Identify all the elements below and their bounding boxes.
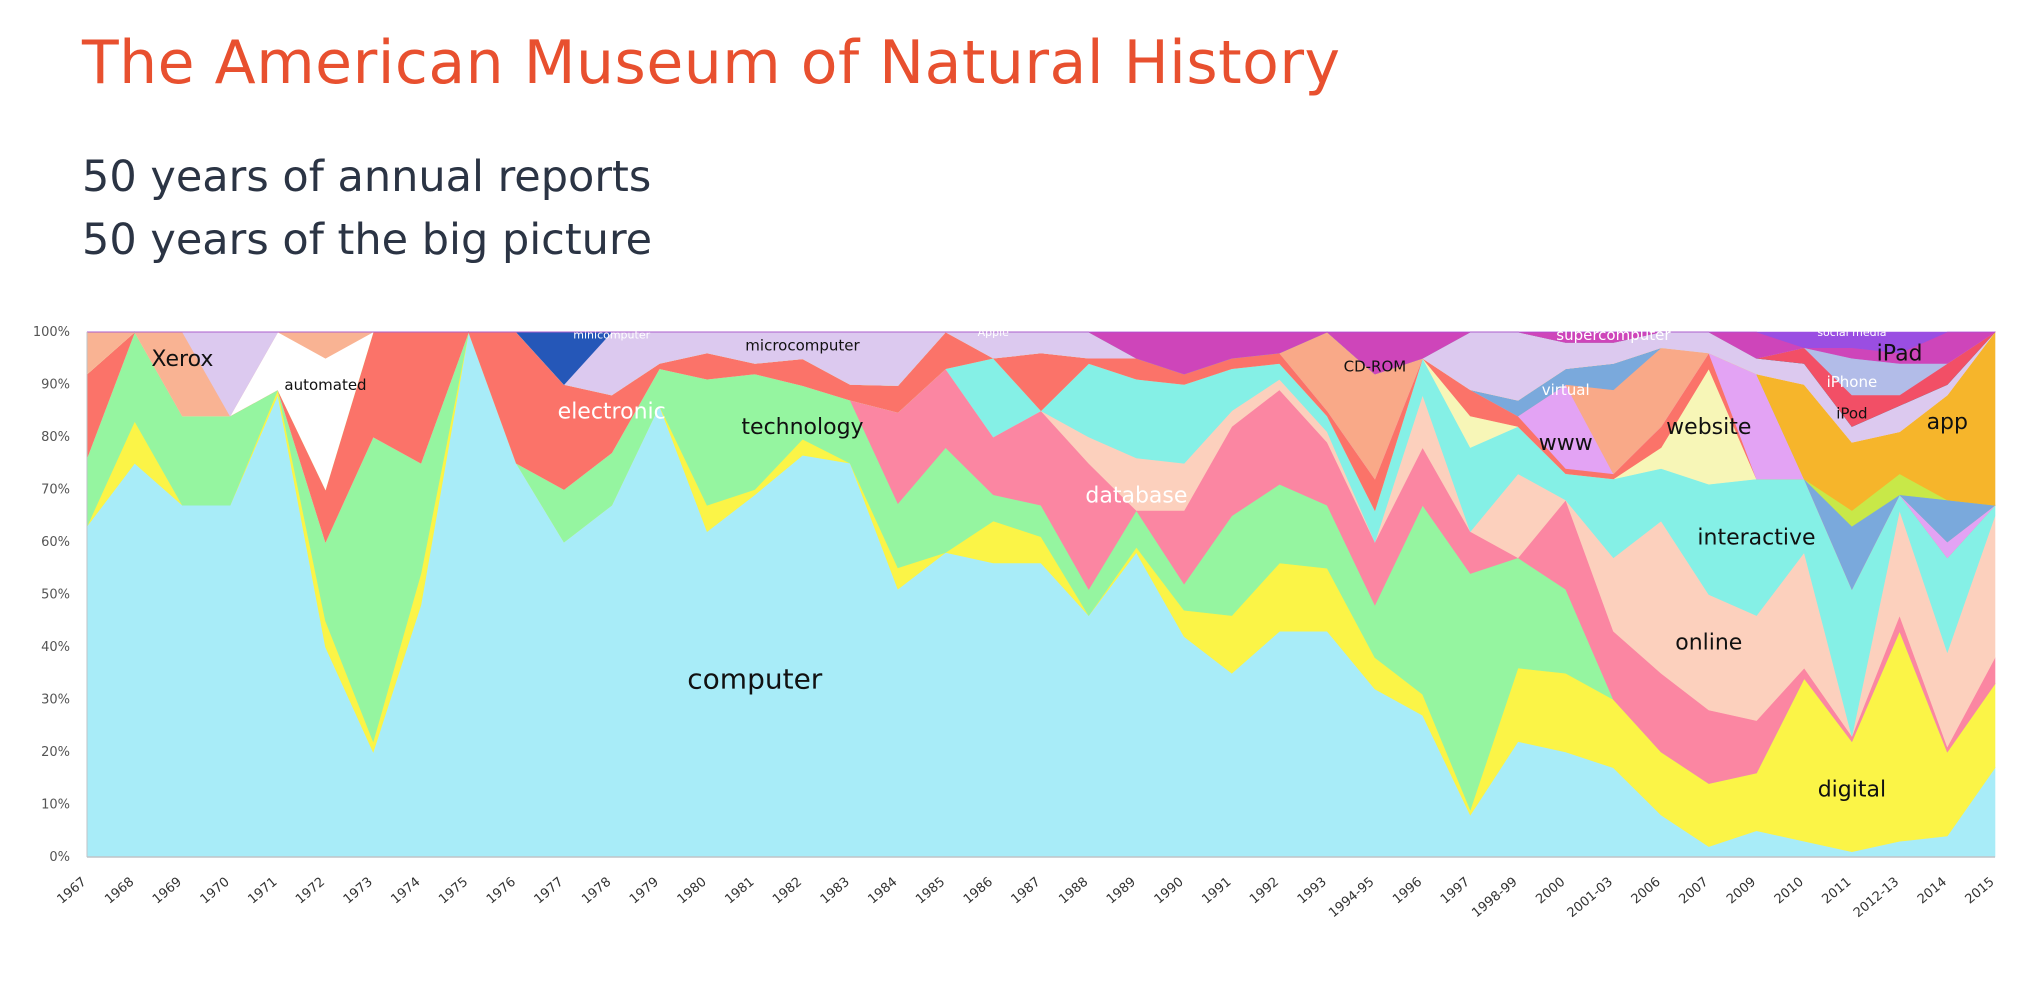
x-tick-label: 1976 xyxy=(484,875,519,908)
x-tick-label: 1971 xyxy=(245,875,280,908)
x-tick-label: 1996 xyxy=(1390,875,1425,908)
x-tick-label: 1993 xyxy=(1295,875,1330,908)
chart-areas xyxy=(86,330,1996,858)
x-tick-label: 2006 xyxy=(1629,875,1664,908)
x-tick-label: 2000 xyxy=(1533,875,1568,908)
x-axis: 1967 1968 1969 1970 1971 1972 1973 1974 1975 1976… xyxy=(55,856,1998,921)
subtitle-line-2: 50 years of the big picture xyxy=(82,215,653,265)
annotation-virtual: virtual xyxy=(1542,381,1590,399)
annotation-social-media: social media xyxy=(1817,326,1886,339)
y-tick-label: 80% xyxy=(41,430,70,445)
x-tick-label: 1983 xyxy=(818,875,853,908)
y-tick-label: 20% xyxy=(41,745,70,760)
x-tick-label: 1979 xyxy=(627,875,662,908)
x-tick-label: 1972 xyxy=(293,875,328,908)
x-tick-label: 1968 xyxy=(102,875,137,908)
x-tick-label: 2007 xyxy=(1676,875,1711,908)
chart-annotations: Xerox automated minicomputer electronic tech… xyxy=(151,326,1968,803)
area-series-social-media xyxy=(87,331,1995,354)
x-tick-label: 1985 xyxy=(913,875,948,908)
x-tick-label: 2010 xyxy=(1772,875,1807,908)
annotation-online: online xyxy=(1675,630,1742,655)
annotation-iphone: iPhone xyxy=(1827,373,1878,391)
x-tick-label: 1970 xyxy=(198,875,233,908)
annotation-automated: automated xyxy=(284,376,366,394)
x-tick-label: 1988 xyxy=(1056,875,1091,908)
x-tick-label: 2012-13 xyxy=(1851,875,1902,921)
x-tick-label: 1977 xyxy=(532,875,567,908)
x-tick-label: 2009 xyxy=(1724,875,1759,908)
x-tick-label: 1978 xyxy=(579,875,614,908)
annotation-supercomputer: supercomputer xyxy=(1556,326,1671,344)
annotation-www: www xyxy=(1539,431,1593,456)
x-tick-label: 1987 xyxy=(1009,875,1044,908)
x-tick-label: 1981 xyxy=(722,875,757,908)
y-tick-label: 10% xyxy=(41,798,70,813)
annotation-minicomputer: minicomputer xyxy=(573,328,650,341)
annotation-ipod: iPod xyxy=(1836,405,1867,423)
x-tick-label: 1994-95 xyxy=(1326,875,1377,921)
annotation-interactive: interactive xyxy=(1697,525,1815,550)
x-tick-label: 1989 xyxy=(1104,875,1139,908)
annotation-database: database xyxy=(1085,483,1187,508)
x-tick-label: 1997 xyxy=(1438,875,1473,908)
y-tick-label: 0% xyxy=(49,850,70,865)
x-tick-label: 1991 xyxy=(1199,875,1234,908)
y-tick-label: 60% xyxy=(41,535,70,550)
subtitle-line-1: 50 years of annual reports xyxy=(82,152,652,202)
x-tick-label: 2001-03 xyxy=(1565,875,1616,921)
y-tick-label: 40% xyxy=(41,640,70,655)
x-tick-label: 2011 xyxy=(1819,875,1854,908)
x-tick-label: 1967 xyxy=(55,875,90,908)
x-tick-label: 1998-99 xyxy=(1469,875,1520,921)
annotation-microcomputer: microcomputer xyxy=(745,336,860,354)
y-tick-label: 90% xyxy=(41,378,70,393)
x-tick-label: 1975 xyxy=(436,875,471,908)
x-tick-label: 1980 xyxy=(675,875,710,908)
y-tick-label: 50% xyxy=(41,588,70,603)
annotation-ipad: iPad xyxy=(1877,342,1923,367)
x-tick-label: 1992 xyxy=(1247,875,1282,908)
x-tick-label: 1986 xyxy=(961,875,996,908)
x-tick-label: 1982 xyxy=(770,875,805,908)
x-tick-label: 1990 xyxy=(1152,875,1187,908)
x-tick-label: 2015 xyxy=(1963,875,1998,908)
y-tick-label: 100% xyxy=(33,325,70,340)
x-tick-label: 1974 xyxy=(388,875,423,908)
annotation-website: website xyxy=(1666,415,1751,440)
x-tick-label: 2014 xyxy=(1915,875,1950,908)
annotation-computer: computer xyxy=(687,662,823,695)
y-tick-label: 70% xyxy=(41,483,70,498)
annotation-cd-rom: CD-ROM xyxy=(1344,357,1407,375)
annotation-technology: technology xyxy=(741,415,863,440)
x-tick-label: 1973 xyxy=(341,875,376,908)
page-title: The American Museum of Natural History xyxy=(82,28,1341,98)
annotation-xerox: Xerox xyxy=(151,347,213,372)
x-tick-label: 1984 xyxy=(865,875,900,908)
x-tick-label: 1969 xyxy=(150,875,185,908)
stacked-area-chart: 0%10%20%30%40%50%60%70%80%90%100% 1967 19… xyxy=(33,325,1998,921)
annotation-app: app xyxy=(1927,410,1968,435)
y-axis: 0% 10% 20% 30% 40% 50% 60% 70% 80% 90% 100% xyxy=(33,325,88,865)
y-tick-label: 30% xyxy=(41,693,70,708)
annotation-electronic: electronic xyxy=(558,399,666,424)
annotation-apple: Apple xyxy=(978,326,1010,339)
annotation-digital: digital xyxy=(1818,777,1886,802)
